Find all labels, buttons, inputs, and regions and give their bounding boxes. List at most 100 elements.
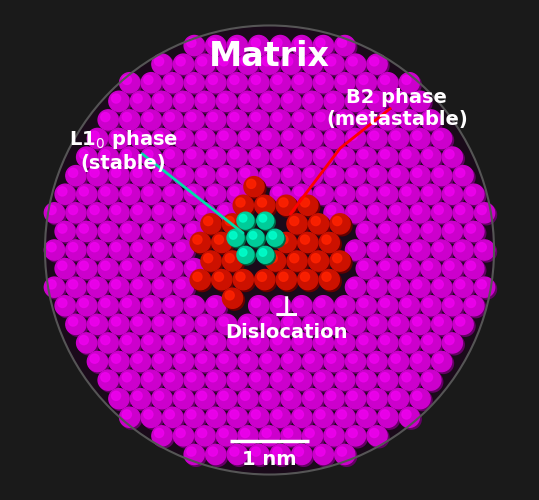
Circle shape [176,168,185,177]
Circle shape [176,242,185,252]
Circle shape [239,248,247,256]
Circle shape [44,277,65,297]
Circle shape [251,298,271,318]
Circle shape [359,112,368,122]
Circle shape [195,314,215,334]
Circle shape [206,36,226,56]
Circle shape [434,242,443,252]
Circle shape [176,280,185,289]
Circle shape [348,242,357,252]
Circle shape [184,36,204,56]
Circle shape [313,110,333,130]
Circle shape [294,38,314,58]
Circle shape [175,353,195,374]
Circle shape [327,131,336,140]
Circle shape [390,204,411,225]
Circle shape [270,296,291,316]
Circle shape [101,336,110,344]
Circle shape [248,370,269,390]
Circle shape [434,206,443,214]
Circle shape [270,370,291,390]
Circle shape [109,128,129,148]
Circle shape [327,392,336,400]
Circle shape [401,112,421,132]
Circle shape [187,76,196,84]
Circle shape [276,270,296,289]
Circle shape [423,298,443,318]
Circle shape [292,333,312,353]
Circle shape [272,334,292,355]
Circle shape [442,184,462,204]
Circle shape [230,38,239,48]
Circle shape [348,131,357,140]
Circle shape [379,372,400,392]
Circle shape [313,333,333,353]
Circle shape [101,261,110,270]
Circle shape [381,224,390,233]
Circle shape [399,222,419,242]
Circle shape [216,388,237,409]
Circle shape [130,202,150,223]
Circle shape [370,392,379,400]
Circle shape [292,184,312,204]
Circle shape [209,150,217,159]
Circle shape [229,38,249,58]
Circle shape [433,130,453,150]
Circle shape [68,280,78,289]
Circle shape [369,390,389,410]
Circle shape [219,392,228,400]
Circle shape [206,296,226,316]
Circle shape [345,240,365,260]
Circle shape [121,223,142,244]
Circle shape [326,130,346,150]
Circle shape [268,231,285,248]
Circle shape [255,195,275,216]
Circle shape [442,222,462,242]
Circle shape [410,388,430,409]
Circle shape [370,428,379,438]
Circle shape [300,272,309,281]
Circle shape [259,388,280,409]
Circle shape [304,353,324,374]
Circle shape [186,223,206,244]
Circle shape [87,352,107,372]
Circle shape [79,187,88,196]
Circle shape [184,444,204,464]
Circle shape [229,149,249,169]
Circle shape [175,428,195,448]
Circle shape [390,279,411,299]
Circle shape [206,72,226,93]
Circle shape [304,56,324,76]
Circle shape [327,206,336,214]
Circle shape [399,110,419,130]
Circle shape [165,187,175,196]
Circle shape [110,242,131,262]
Circle shape [68,317,78,326]
Circle shape [270,110,291,130]
Circle shape [227,36,247,56]
Circle shape [410,202,430,223]
Circle shape [79,224,88,233]
Circle shape [249,232,257,239]
Circle shape [248,296,269,316]
Circle shape [358,149,378,169]
Circle shape [316,410,325,419]
Circle shape [298,232,318,252]
Circle shape [120,184,140,204]
Circle shape [141,147,161,167]
Circle shape [227,444,247,464]
Circle shape [455,242,475,262]
Circle shape [144,336,153,344]
Circle shape [154,130,174,150]
Circle shape [152,91,172,112]
Circle shape [251,112,271,132]
Circle shape [413,206,422,214]
Circle shape [423,372,443,392]
Circle shape [238,128,258,148]
Circle shape [109,314,129,334]
Circle shape [273,150,282,159]
Circle shape [327,168,336,177]
Circle shape [101,224,110,233]
Circle shape [187,150,196,159]
Circle shape [130,91,150,112]
